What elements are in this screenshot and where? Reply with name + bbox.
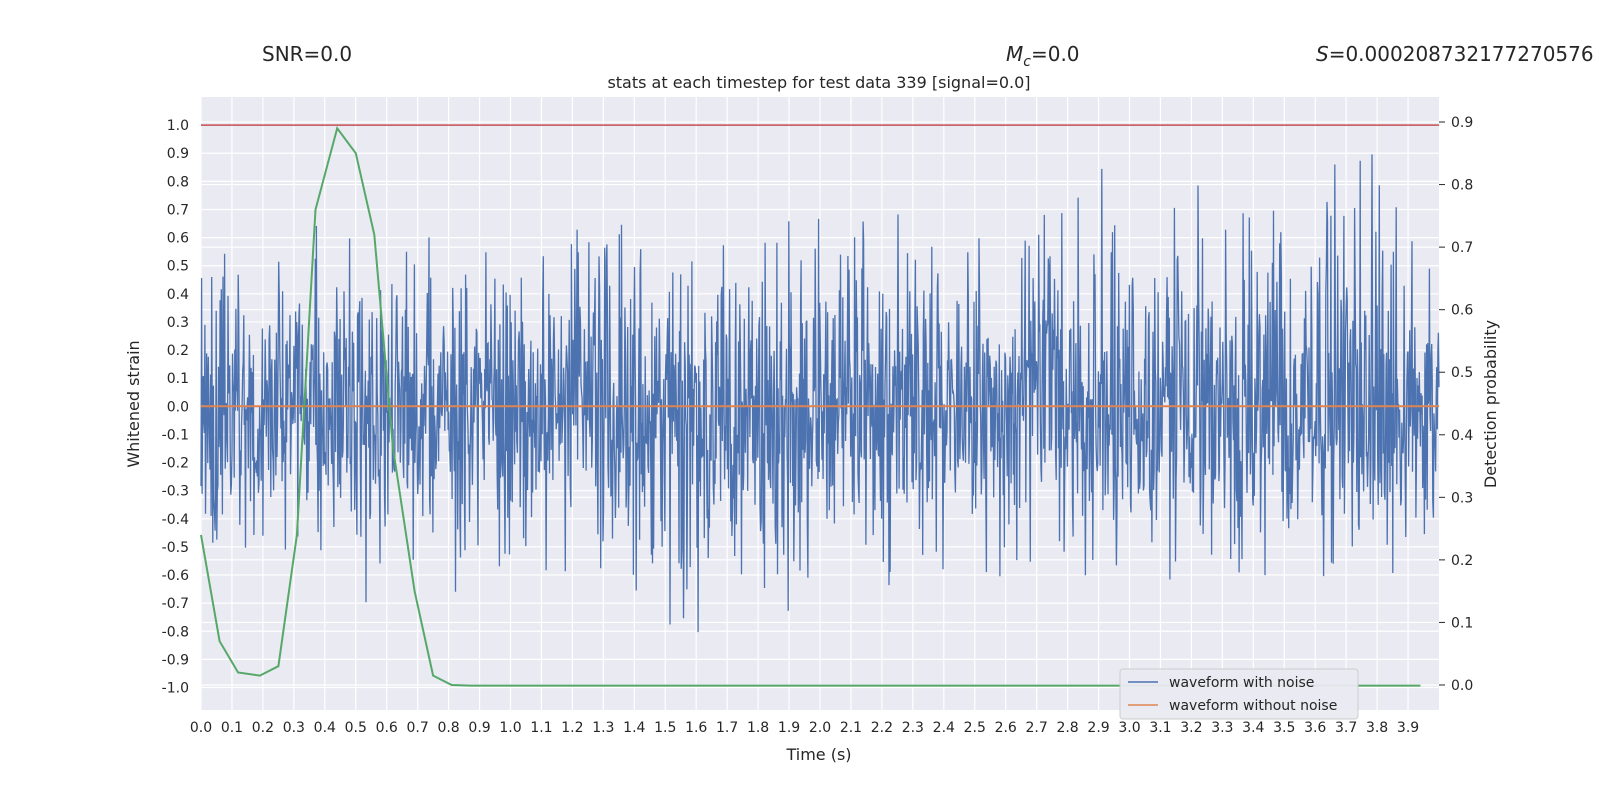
y-tick-label: -0.6: [162, 568, 189, 584]
y-tick-label: 0.6: [167, 231, 189, 247]
x-tick-label: 3.8: [1366, 720, 1388, 736]
x-tick-label: 0.2: [252, 720, 274, 736]
x-tick-label: 2.1: [840, 720, 862, 736]
x-tick-label: 2.5: [964, 720, 986, 736]
y-tick-label: 0.7: [167, 202, 189, 218]
x-tick-label: 3.5: [1273, 720, 1295, 736]
y-tick-label: 0.2: [167, 343, 189, 359]
x-tick-label: 1.6: [685, 720, 707, 736]
x-tick-label: 2.7: [1026, 720, 1048, 736]
y2-tick-label: 0.5: [1451, 365, 1473, 381]
y-axis-label: Whitened strain: [124, 340, 143, 467]
y-tick-label: 1.0: [167, 118, 189, 134]
y2-ticks: 0.9 0.8 0.7 0.6 0.5 0.4 0.3 0.2 0.1 0.0: [1439, 115, 1473, 694]
y-tick-label: 0.4: [167, 287, 189, 303]
x-tick-label: 0.5: [345, 720, 367, 736]
x-tick-label: 2.0: [809, 720, 831, 736]
noise-waveform-path: [200, 154, 1440, 633]
y-tick-label: 0.9: [167, 146, 189, 162]
snr-label: SNR=0.0: [262, 42, 352, 66]
x-tick-label: 2.6: [995, 720, 1017, 736]
x-tick-label: 0.8: [437, 720, 459, 736]
x-tick-label: 3.1: [1149, 720, 1171, 736]
y2-tick-label: 0.7: [1451, 240, 1473, 256]
x-tick-label: 3.9: [1397, 720, 1419, 736]
y2-tick-label: 0.8: [1451, 178, 1473, 194]
y-tick-label: -0.1: [162, 427, 189, 443]
y2-tick-label: 0.6: [1451, 303, 1473, 319]
x-tick-label: 3.2: [1180, 720, 1202, 736]
y-tick-label: -0.9: [162, 652, 189, 668]
x-tick-label: 2.3: [902, 720, 924, 736]
y-tick-label: -0.4: [162, 512, 189, 528]
y-tick-label: 0.5: [167, 259, 189, 275]
legend-box: [1119, 668, 1359, 720]
y-ticks: 1.0 0.9 0.8 0.7 0.6 0.5 0.4 0.3 0.2 0.1 0.0 -0.1 -0.…: [162, 118, 189, 696]
probability-line: [200, 126, 1421, 687]
x-tick-label: 0.4: [314, 720, 336, 736]
x-tick-label: 1.4: [623, 720, 645, 736]
x-tick-label: 0.1: [221, 720, 243, 736]
noise-waveform: [200, 154, 1440, 633]
x-tick-label: 3.0: [1118, 720, 1140, 736]
y-tick-label: -0.7: [162, 596, 189, 612]
y-tick-label: -0.5: [162, 540, 189, 556]
y-tick-label: 0.1: [167, 371, 189, 387]
x-tick-label: 3.6: [1304, 720, 1326, 736]
y-tick-label: -0.8: [162, 624, 189, 640]
x-tick-label: 3.3: [1211, 720, 1233, 736]
x-tick-label: 1.2: [561, 720, 583, 736]
y-tick-label: 0.8: [167, 174, 189, 190]
s-statistic-label: S=0.000208732177270576: [1316, 42, 1594, 66]
x-tick-label: 2.2: [871, 720, 893, 736]
y-tick-label: -0.2: [162, 456, 189, 472]
y2-tick-label: 0.9: [1451, 115, 1473, 131]
y2-tick-label: 0.4: [1451, 428, 1473, 444]
chirp-mass-label: Mc=0.0: [1006, 42, 1080, 70]
x-tick-label: 1.3: [592, 720, 614, 736]
x-tick-label: 1.9: [778, 720, 800, 736]
x-tick-label: 0.9: [468, 720, 490, 736]
x-tick-label: 0.7: [407, 720, 429, 736]
legend-label-noise: waveform with noise: [1169, 675, 1314, 691]
x-tick-label: 0.0: [190, 720, 212, 736]
x-axis-label: Time (s): [785, 745, 851, 764]
x-tick-label: 2.8: [1056, 720, 1078, 736]
y2-axis-label: Detection probability: [1481, 320, 1500, 488]
y2-tick-label: 0.1: [1451, 615, 1473, 631]
y2-tick-label: 0.3: [1451, 490, 1473, 506]
x-tick-label: 1.5: [654, 720, 676, 736]
x-tick-label: 3.4: [1242, 720, 1264, 736]
x-tick-label: 0.3: [283, 720, 305, 736]
y-tick-label: -1.0: [162, 681, 189, 697]
y2-tick-label: 0.0: [1451, 678, 1473, 694]
y-tick-label: 0.0: [167, 399, 189, 415]
y2-tick-label: 0.2: [1451, 553, 1473, 569]
x-tick-label: 1.0: [499, 720, 521, 736]
x-tick-label: 0.6: [376, 720, 398, 736]
x-tick-label: 1.7: [716, 720, 738, 736]
x-tick-label: 2.4: [933, 720, 955, 736]
legend: waveform with noise waveform without noi…: [1119, 668, 1359, 720]
probability-line-path: [200, 126, 1421, 687]
y-tick-label: 0.3: [167, 315, 189, 331]
x-tick-label: 1.8: [747, 720, 769, 736]
x-ticks: 0.0 0.1 0.2 0.3 0.4 0.5 0.6 0.7 0.8 0.9 1.0 1.1 1.2 1…: [190, 720, 1419, 736]
legend-label-clean: waveform without noise: [1169, 698, 1337, 714]
x-tick-label: 3.7: [1335, 720, 1357, 736]
x-tick-label: 2.9: [1087, 720, 1109, 736]
x-tick-label: 1.1: [530, 720, 552, 736]
chart-title: stats at each timestep for test data 339…: [607, 73, 1030, 92]
y-tick-label: -0.3: [162, 484, 189, 500]
